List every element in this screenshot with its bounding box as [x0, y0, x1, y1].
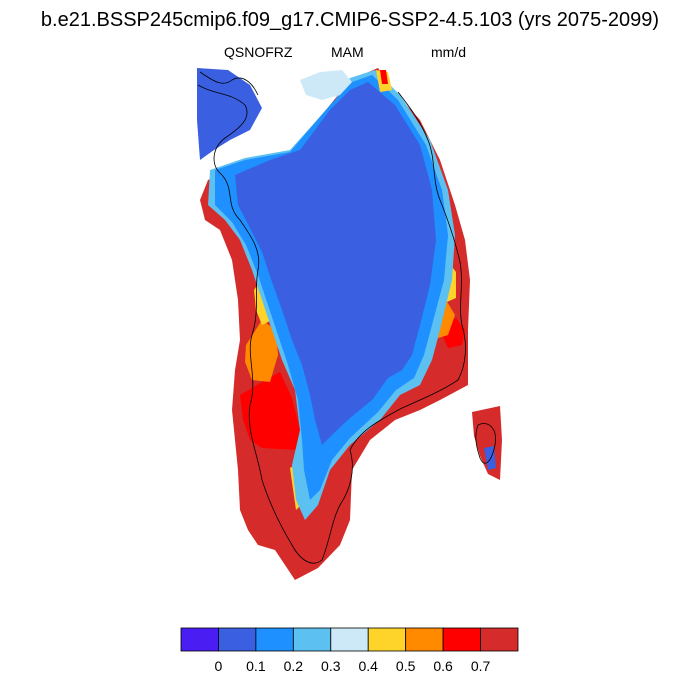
colorbar-tick-label: 0.5	[396, 658, 416, 674]
colorbar-swatch	[292, 627, 332, 652]
field-n-red	[380, 70, 388, 84]
field-n-patch	[300, 70, 352, 100]
colorbar-swatch	[367, 627, 407, 652]
colorbar-swatch	[405, 627, 444, 652]
colorbar-swatch	[255, 627, 294, 652]
colorbar-tick-label: 0	[215, 658, 223, 674]
colorbar-swatch	[330, 627, 369, 652]
field-band-06	[240, 372, 300, 450]
units-label: mm/d	[431, 44, 466, 60]
season-label: MAM	[331, 44, 364, 60]
variable-label: QSNOFRZ	[224, 44, 293, 60]
colorbar-tick-label: 0.7	[471, 658, 491, 674]
colorbar-swatch	[218, 627, 257, 652]
field-band-05	[245, 320, 278, 382]
colorbar-swatch	[180, 627, 219, 652]
colorbar-tick-label: 0.1	[246, 658, 266, 674]
coastline-island	[475, 423, 496, 464]
colorbar: 0 0.1 0.2 0.3 0.4 0.5 0.6 0.7	[180, 627, 519, 674]
colorbar-tick-label: 0.6	[433, 658, 453, 674]
field-band-01	[235, 82, 436, 445]
coastline	[197, 84, 466, 564]
plot-title: b.e21.BSSP245cmip6.f09_g17.CMIP6-SSP2-4.…	[40, 9, 660, 31]
greenland-map	[197, 68, 502, 580]
colorbar-swatch	[442, 627, 481, 652]
colorbar-tick-label: 0.4	[358, 658, 378, 674]
colorbar-tick-label: 0.2	[284, 658, 304, 674]
colorbar-swatch	[480, 627, 519, 652]
coastline-nw	[199, 71, 259, 96]
colorbar-tick-label: 0.3	[321, 658, 341, 674]
